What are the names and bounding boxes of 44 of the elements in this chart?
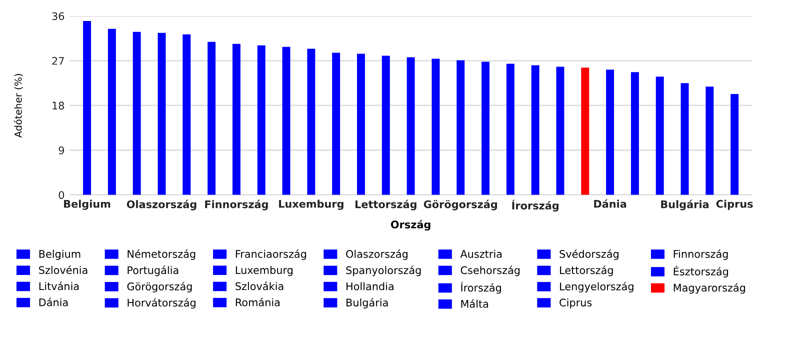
legend-label: Finnország: [674, 249, 728, 260]
legend-label: Lengyelország: [560, 282, 634, 292]
x-tick-label: Írország: [512, 200, 558, 212]
legend-label: Portugália: [128, 266, 178, 276]
legend-label: Belgium: [39, 250, 80, 260]
legend-label: Ausztria: [460, 250, 502, 258]
legend-label: Szlovénia: [39, 266, 88, 274]
legend-label: Luxemburg: [236, 266, 293, 276]
legend-label: Horvátország: [128, 298, 196, 309]
legend-label: Lettország: [560, 266, 613, 276]
legend-label: Csehország: [460, 266, 520, 276]
legend-label: Ciprus: [560, 298, 592, 309]
legend-label: Görögország: [127, 282, 192, 292]
legend-label: Litvánia: [39, 282, 79, 290]
legend-label: Románia: [236, 298, 280, 306]
y-tick-label: 27: [52, 56, 64, 65]
x-axis-title: Ország: [390, 220, 430, 231]
y-tick-label: 18: [52, 102, 64, 110]
legend-label: Bulgária: [346, 298, 388, 309]
x-tick-label: Ciprus: [716, 200, 753, 210]
x-tick-label: Bulgária: [661, 200, 709, 210]
legend-label: Spanyolország: [346, 266, 421, 276]
legend-label: Svédország: [560, 249, 618, 260]
legend-label: Észtország: [674, 266, 728, 278]
y-tick-label: 9: [58, 146, 64, 154]
legend-label: Olaszország: [346, 249, 408, 260]
x-tick-label: Görögország: [424, 200, 497, 210]
legend-label: Hollandia: [346, 282, 394, 290]
legend-label: Szlovákia: [236, 282, 284, 290]
x-tick-label: Olaszország: [126, 200, 196, 210]
x-tick-label: Dánia: [594, 199, 626, 208]
x-tick-label: Belgium: [64, 200, 110, 210]
legend-label: Németország: [128, 249, 196, 260]
y-axis-title: Adóteher (%): [14, 74, 23, 138]
x-tick-label: Finnország: [205, 200, 268, 210]
legend-label: Málta: [461, 299, 488, 308]
x-tick-label: Lettország: [356, 200, 416, 210]
legend-label: Írország: [461, 282, 501, 294]
y-tick-label: 36: [52, 12, 64, 20]
legend-label: Dánia: [39, 298, 68, 306]
legend-label: Magyarország: [674, 283, 746, 294]
x-tick-label: Luxemburg: [279, 200, 344, 210]
y-tick-label: 0: [58, 191, 64, 199]
legend-label: Franciaország: [236, 249, 306, 260]
